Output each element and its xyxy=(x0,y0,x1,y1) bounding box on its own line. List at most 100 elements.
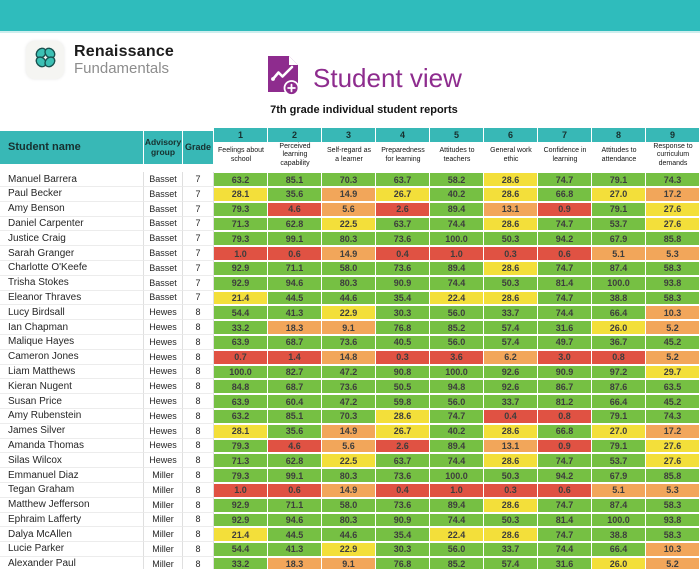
grade-cell: 8 xyxy=(183,379,214,395)
score-cell-metric-9: 5.3 xyxy=(646,482,700,498)
student-name-cell[interactable]: Alexander Paul xyxy=(0,556,144,569)
score-cell-metric-3: 47.2 xyxy=(322,364,376,380)
score-cell-metric-6: 33.7 xyxy=(484,394,538,409)
score-cell-metric-4: 26.7 xyxy=(376,423,430,439)
student-name-cell[interactable]: Ian Chapman xyxy=(0,320,144,335)
student-name-cell[interactable]: James Silver xyxy=(0,423,144,439)
advisory-group-cell: Hewes xyxy=(144,438,183,454)
student-name-cell[interactable]: Liam Matthews xyxy=(0,364,144,380)
score-cell-metric-8: 67.9 xyxy=(592,468,646,483)
student-name-cell[interactable]: Cameron Jones xyxy=(0,349,144,365)
score-cell-metric-3: 44.6 xyxy=(322,290,376,306)
score-cell-metric-6: 57.4 xyxy=(484,320,538,335)
grade-cell: 7 xyxy=(183,231,214,247)
table-row: Ephraim Lafferty Miller 8 92.9 94.6 80.3 90.9 7… xyxy=(0,512,700,528)
score-cell-metric-6: 28.6 xyxy=(484,186,538,202)
student-name-cell[interactable]: Lucy Birdsall xyxy=(0,305,144,321)
score-cell-metric-4: 73.6 xyxy=(376,468,430,483)
score-cell-metric-7: 0.8 xyxy=(538,408,592,424)
score-cell-metric-7: 74.7 xyxy=(538,216,592,232)
student-name-cell[interactable]: Amanda Thomas xyxy=(0,438,144,454)
table-row: Matthew Jefferson Miller 8 92.9 71.1 58.0 73.6… xyxy=(0,497,700,513)
score-cell-metric-5: 56.0 xyxy=(430,542,484,557)
score-cell-metric-6: 0.3 xyxy=(484,482,538,498)
score-cell-metric-2: 0.6 xyxy=(268,482,322,498)
grade-cell: 8 xyxy=(183,364,214,380)
student-name-cell[interactable]: Daniel Carpenter xyxy=(0,216,144,232)
score-cell-metric-6: 57.4 xyxy=(484,334,538,350)
score-cell-metric-6: 28.6 xyxy=(484,527,538,543)
score-cell-metric-9: 5.2 xyxy=(646,320,700,335)
score-cell-metric-6: 92.6 xyxy=(484,364,538,380)
score-cell-metric-4: 50.5 xyxy=(376,379,430,395)
score-cell-metric-5: 74.4 xyxy=(430,216,484,232)
score-cell-metric-2: 44.5 xyxy=(268,527,322,543)
student-name-cell[interactable]: Eleanor Thraves xyxy=(0,290,144,306)
score-cell-metric-5: 89.4 xyxy=(430,260,484,276)
score-cell-metric-1: 63.9 xyxy=(214,394,268,409)
score-cell-metric-6: 50.3 xyxy=(484,512,538,528)
column-header-advisory-group: Advisory group xyxy=(144,128,183,173)
score-cell-metric-4: 73.6 xyxy=(376,260,430,276)
student-name-cell[interactable]: Paul Becker xyxy=(0,186,144,202)
advisory-group-cell: Miller xyxy=(144,556,183,569)
student-name-cell[interactable]: Charlotte O'Keefe xyxy=(0,260,144,276)
grade-cell: 7 xyxy=(183,275,214,291)
score-cell-metric-3: 47.2 xyxy=(322,394,376,409)
score-cell-metric-5: 100.0 xyxy=(430,468,484,483)
column-header-student-name: Student name xyxy=(0,128,144,173)
student-name-cell[interactable]: Silas Wilcox xyxy=(0,453,144,469)
score-cell-metric-5: 56.0 xyxy=(430,394,484,409)
advisory-group-cell: Hewes xyxy=(144,453,183,469)
student-name-cell[interactable]: Susan Price xyxy=(0,394,144,409)
score-cell-metric-9: 45.2 xyxy=(646,394,700,409)
score-cell-metric-4: 26.7 xyxy=(376,186,430,202)
score-cell-metric-3: 22.5 xyxy=(322,453,376,469)
score-cell-metric-8: 27.0 xyxy=(592,423,646,439)
score-cell-metric-9: 63.5 xyxy=(646,379,700,395)
score-cell-metric-6: 28.6 xyxy=(484,423,538,439)
student-name-cell[interactable]: Sarah Granger xyxy=(0,246,144,261)
grade-cell: 7 xyxy=(183,260,214,276)
score-cell-metric-4: 0.3 xyxy=(376,349,430,365)
brand-block: Renaissance Fundamentals xyxy=(26,41,174,79)
student-name-cell[interactable]: Kieran Nugent xyxy=(0,379,144,395)
student-name-cell[interactable]: Tegan Graham xyxy=(0,482,144,498)
student-name-cell[interactable]: Trisha Stokes xyxy=(0,275,144,291)
student-name-cell[interactable]: Matthew Jefferson xyxy=(0,497,144,513)
score-cell-metric-8: 79.1 xyxy=(592,172,646,187)
student-name-cell[interactable]: Lucie Parker xyxy=(0,542,144,557)
metric-label-header-6: General work ethic xyxy=(484,143,538,173)
student-name-cell[interactable]: Amy Rubenstein xyxy=(0,408,144,424)
table-body: Manuel Barrera Basset 7 63.2 85.1 70.3 63.7 58.… xyxy=(0,172,700,569)
score-cell-metric-5: 1.0 xyxy=(430,482,484,498)
advisory-group-cell: Hewes xyxy=(144,394,183,409)
score-cell-metric-5: 85.2 xyxy=(430,556,484,569)
student-name-cell[interactable]: Manuel Barrera xyxy=(0,172,144,187)
student-name-cell[interactable]: Emmanuel Diaz xyxy=(0,468,144,483)
score-cell-metric-3: 5.6 xyxy=(322,201,376,217)
score-cell-metric-8: 79.1 xyxy=(592,201,646,217)
grade-cell: 8 xyxy=(183,305,214,321)
student-name-cell[interactable]: Dalya McAllen xyxy=(0,527,144,543)
student-name-cell[interactable]: Ephraim Lafferty xyxy=(0,512,144,528)
student-name-cell[interactable]: Justice Craig xyxy=(0,231,144,247)
student-name-cell[interactable]: Amy Benson xyxy=(0,201,144,217)
grade-cell: 8 xyxy=(183,334,214,350)
score-cell-metric-8: 26.0 xyxy=(592,556,646,569)
score-cell-metric-4: 0.4 xyxy=(376,482,430,498)
table-row: Alexander Paul Miller 8 33.2 18.3 9.1 76.8 85.2… xyxy=(0,556,700,569)
brand-text: Renaissance Fundamentals xyxy=(74,43,174,77)
table-row: Ian Chapman Hewes 8 33.2 18.3 9.1 76.8 85.2 57.4… xyxy=(0,320,700,335)
advisory-group-cell: Hewes xyxy=(144,349,183,365)
score-cell-metric-6: 28.6 xyxy=(484,497,538,513)
score-cell-metric-8: 87.6 xyxy=(592,379,646,395)
student-name-cell[interactable]: Malique Hayes xyxy=(0,334,144,350)
score-cell-metric-3: 5.6 xyxy=(322,438,376,454)
score-cell-metric-6: 33.7 xyxy=(484,305,538,321)
score-cell-metric-9: 58.3 xyxy=(646,290,700,306)
score-cell-metric-6: 50.3 xyxy=(484,231,538,247)
score-cell-metric-3: 70.3 xyxy=(322,172,376,187)
metric-label-header-8: Attitudes to attendance xyxy=(592,143,646,173)
grade-cell: 7 xyxy=(183,290,214,306)
